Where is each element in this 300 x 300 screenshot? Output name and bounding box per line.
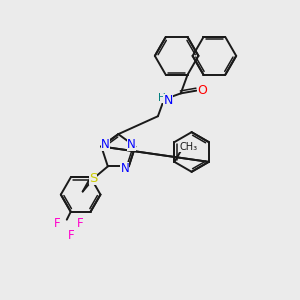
Text: F: F (54, 217, 60, 230)
Text: F: F (68, 229, 74, 242)
Text: CH₃: CH₃ (179, 142, 197, 152)
Text: S: S (89, 172, 97, 185)
Text: N: N (101, 138, 110, 151)
Text: N: N (127, 138, 136, 151)
Text: F: F (77, 217, 84, 230)
Text: N: N (120, 162, 129, 175)
Text: N: N (163, 94, 173, 107)
Text: H: H (158, 94, 166, 103)
Text: O: O (197, 84, 207, 97)
